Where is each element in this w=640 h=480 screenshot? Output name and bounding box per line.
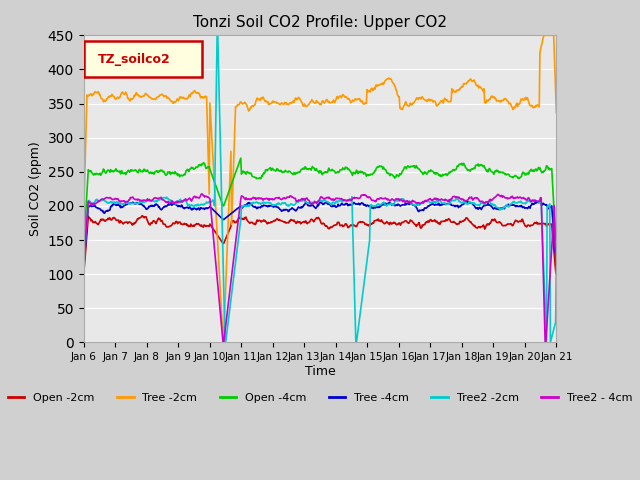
Tree2 - 4cm (552, 265, 560, 271)
Tree2 -2cm (378, 201, 386, 206)
Line: Open -4cm: Open -4cm (84, 158, 556, 240)
Tree2 - 4cm (185, 196, 193, 202)
Tree -2cm (210, 171, 218, 177)
Tree -2cm (541, 33, 548, 38)
Tree -4cm (88, 204, 96, 209)
Tree -4cm (210, 207, 218, 213)
Open -2cm (80, 271, 88, 277)
Tree -2cm (219, 336, 227, 342)
Legend: Open -2cm, Tree -2cm, Open -4cm, Tree -4cm, Tree2 -2cm, Tree2 - 4cm: Open -2cm, Tree -2cm, Open -4cm, Tree -4… (3, 388, 637, 408)
Tree -4cm (377, 202, 385, 208)
Tree2 -2cm (80, 264, 88, 269)
Y-axis label: Soil CO2 (ppm): Soil CO2 (ppm) (29, 142, 42, 236)
Tree2 - 4cm (211, 246, 218, 252)
Line: Open -2cm: Open -2cm (84, 216, 556, 274)
Open -4cm (80, 237, 88, 243)
Tree2 -2cm (210, 199, 218, 205)
Open -2cm (392, 220, 399, 226)
Tree -2cm (378, 81, 385, 86)
Open -4cm (392, 175, 399, 180)
Line: Tree2 - 4cm: Tree2 - 4cm (84, 194, 556, 342)
Tree2 - 4cm (392, 196, 400, 202)
Line: Tree -2cm: Tree -2cm (84, 36, 556, 339)
Tree -4cm (185, 205, 193, 211)
Tree2 -2cm (552, 264, 560, 269)
Open -4cm (185, 168, 193, 174)
Open -2cm (378, 217, 385, 223)
Open -2cm (211, 228, 218, 234)
Line: Tree2 -2cm: Tree2 -2cm (84, 36, 556, 342)
Open -4cm (237, 155, 244, 161)
Tree -4cm (80, 251, 88, 256)
Tree -4cm (463, 198, 470, 204)
Tree -2cm (185, 93, 193, 98)
Tree2 -2cm (185, 202, 193, 207)
FancyBboxPatch shape (84, 41, 202, 77)
Open -4cm (210, 177, 218, 183)
Tree -2cm (80, 215, 88, 221)
Tree -2cm (552, 109, 560, 115)
Tree -4cm (552, 251, 560, 256)
Tree2 - 4cm (219, 339, 227, 345)
Tree -2cm (88, 93, 96, 99)
Open -4cm (552, 237, 560, 243)
Tree -2cm (392, 84, 399, 90)
Open -2cm (552, 271, 560, 277)
Tree2 -2cm (221, 339, 229, 345)
Open -2cm (186, 223, 193, 229)
Tree -2cm (137, 95, 145, 100)
X-axis label: Time: Time (305, 365, 335, 378)
Tree2 -2cm (392, 197, 400, 203)
Text: TZ_soilco2: TZ_soilco2 (98, 53, 171, 66)
Open -2cm (137, 215, 145, 220)
Tree -4cm (137, 201, 145, 207)
Open -4cm (88, 170, 96, 176)
Tree2 - 4cm (88, 201, 96, 206)
Tree2 -2cm (213, 33, 221, 38)
Open -2cm (138, 213, 146, 218)
Open -4cm (137, 169, 145, 175)
Tree2 - 4cm (80, 262, 88, 268)
Tree -4cm (391, 203, 399, 208)
Tree2 - 4cm (137, 198, 145, 204)
Tree2 - 4cm (198, 191, 206, 197)
Open -2cm (88, 218, 96, 224)
Tree2 - 4cm (378, 196, 386, 202)
Tree2 -2cm (88, 201, 96, 207)
Open -4cm (378, 163, 385, 169)
Title: Tonzi Soil CO2 Profile: Upper CO2: Tonzi Soil CO2 Profile: Upper CO2 (193, 15, 447, 30)
Tree2 -2cm (137, 199, 145, 205)
Line: Tree -4cm: Tree -4cm (84, 201, 556, 253)
